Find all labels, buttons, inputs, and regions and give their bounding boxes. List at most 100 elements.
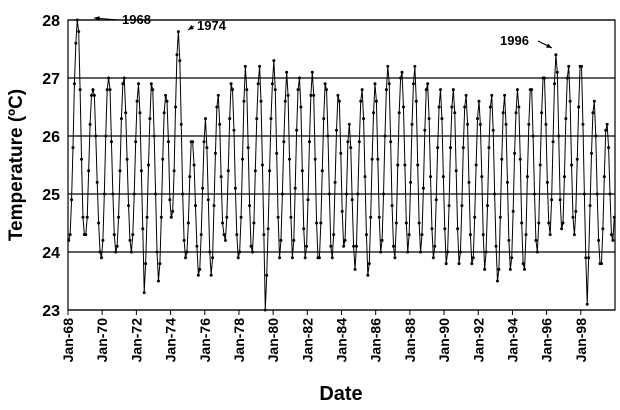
data-point: [407, 233, 411, 237]
data-point: [349, 146, 353, 150]
data-point: [413, 64, 417, 68]
data-point: [146, 163, 150, 167]
data-point: [441, 175, 445, 179]
y-tick-label: 26: [42, 129, 60, 146]
data-point: [473, 215, 477, 219]
data-point: [510, 256, 514, 260]
data-point: [498, 215, 502, 219]
data-point: [493, 192, 497, 196]
data-point: [495, 279, 499, 283]
data-point: [131, 233, 135, 237]
data-point: [523, 267, 527, 271]
data-point: [309, 93, 313, 97]
data-point: [580, 64, 584, 68]
data-point: [278, 256, 282, 260]
data-point: [476, 117, 480, 121]
data-point: [389, 140, 393, 144]
annotation-arrowhead: [94, 16, 100, 21]
data-point: [558, 198, 562, 202]
data-point: [148, 117, 152, 121]
data-point: [159, 215, 163, 219]
data-point: [166, 140, 170, 144]
data-point: [168, 198, 172, 202]
data-point: [434, 198, 438, 202]
data-point: [346, 140, 350, 144]
data-point: [290, 256, 294, 260]
data-point: [337, 99, 341, 103]
data-point: [300, 169, 304, 173]
data-point: [266, 227, 270, 231]
data-point: [588, 204, 592, 208]
data-point: [544, 122, 548, 126]
data-point: [188, 175, 192, 179]
data-point: [505, 180, 509, 184]
data-point: [213, 151, 217, 155]
data-point: [605, 122, 609, 126]
data-point: [270, 82, 274, 86]
data-point: [478, 122, 482, 126]
data-point: [255, 117, 259, 121]
data-point: [199, 233, 203, 237]
data-point: [285, 70, 289, 74]
y-tick-label: 28: [42, 13, 60, 30]
data-point: [480, 175, 484, 179]
data-point: [149, 82, 153, 86]
data-point: [386, 64, 390, 68]
data-point: [128, 238, 132, 242]
data-point: [471, 256, 475, 260]
data-point: [252, 221, 256, 225]
data-point: [567, 64, 571, 68]
annotation-arrowhead: [546, 43, 552, 48]
x-tick-label: Jan-88: [402, 318, 418, 363]
data-point: [72, 82, 76, 86]
data-point: [74, 41, 78, 45]
data-point: [353, 267, 357, 271]
data-point: [352, 244, 356, 248]
data-point: [185, 250, 189, 254]
data-point: [594, 134, 598, 138]
data-point: [164, 93, 168, 97]
data-point: [114, 250, 118, 254]
data-point: [599, 262, 603, 266]
x-tick-label: Jan-68: [60, 318, 76, 363]
data-point: [503, 93, 507, 97]
data-point: [305, 244, 309, 248]
data-point: [397, 111, 401, 115]
data-point: [268, 169, 272, 173]
data-point: [447, 204, 451, 208]
data-point: [181, 192, 185, 196]
data-point: [535, 250, 539, 254]
data-point: [272, 59, 276, 63]
data-point: [387, 82, 391, 86]
data-point: [520, 221, 524, 225]
data-point: [431, 256, 435, 260]
data-point: [342, 244, 346, 248]
data-point: [564, 117, 568, 121]
data-point: [115, 244, 119, 248]
data-point: [313, 157, 317, 161]
data-point: [517, 105, 521, 109]
data-point: [283, 99, 287, 103]
data-point: [276, 215, 280, 219]
data-point: [360, 88, 364, 92]
data-point: [518, 157, 522, 161]
data-point: [325, 88, 329, 92]
data-point: [265, 273, 269, 277]
annotation: 1996: [500, 33, 529, 48]
data-point: [165, 99, 169, 103]
data-point: [145, 215, 149, 219]
data-point: [521, 262, 525, 266]
data-point: [104, 134, 108, 138]
data-point: [329, 244, 333, 248]
data-point: [292, 238, 296, 242]
data-point: [467, 180, 471, 184]
data-point: [216, 93, 220, 97]
data-point: [229, 82, 233, 86]
data-point: [326, 134, 330, 138]
data-point: [256, 82, 260, 86]
data-point: [121, 82, 125, 86]
y-tick-label: 25: [42, 187, 60, 204]
data-point: [209, 273, 213, 277]
data-point: [420, 233, 424, 237]
data-point: [109, 140, 113, 144]
